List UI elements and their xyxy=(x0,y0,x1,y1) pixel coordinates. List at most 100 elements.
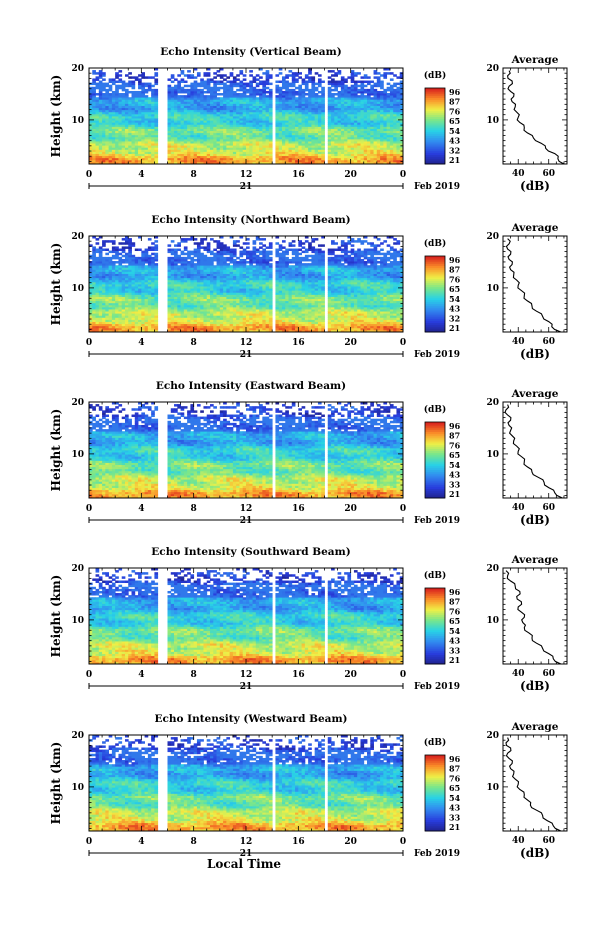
heatmap-cell xyxy=(134,256,139,260)
heatmap-cell xyxy=(174,124,178,127)
heatmap-cell xyxy=(357,72,361,75)
heatmap-cell xyxy=(115,155,119,159)
heatmap-cell xyxy=(128,149,132,152)
heatmap-cell xyxy=(308,88,312,92)
heatmap-cell xyxy=(144,149,149,152)
heatmap-cell xyxy=(232,155,237,159)
heatmap-cell xyxy=(216,109,221,113)
heatmap-cell xyxy=(242,93,247,96)
heatmap-cell xyxy=(180,157,185,161)
heatmap-cell xyxy=(193,134,198,138)
heatmap-cell xyxy=(115,103,119,106)
heatmap-cell xyxy=(232,116,237,119)
heatmap-cell xyxy=(128,122,132,125)
heatmap-cell xyxy=(170,76,175,79)
heatmap-cell xyxy=(187,130,191,134)
heatmap-cell xyxy=(138,157,142,161)
heatmap-cell xyxy=(177,151,181,154)
heatmap-cell xyxy=(226,116,231,119)
heatmap-cell xyxy=(95,82,100,86)
heatmap-cell xyxy=(174,126,178,129)
heatmap-cell xyxy=(183,105,188,109)
heatmap-cell xyxy=(95,157,100,161)
heatmap-cell xyxy=(223,105,227,109)
heatmap-cell xyxy=(102,132,106,136)
heatmap-cell xyxy=(177,118,181,121)
heatmap-cell xyxy=(144,122,149,125)
heatmap-cell xyxy=(223,143,227,146)
heatmap-cell xyxy=(138,128,142,132)
heatmap-cell xyxy=(154,149,159,152)
heatmap-cell xyxy=(219,68,224,71)
heatmap-cell xyxy=(183,138,188,142)
heatmap-cell xyxy=(118,151,123,154)
heatmap-cell xyxy=(219,159,224,163)
heatmap-cell xyxy=(98,109,103,113)
heatmap-cell xyxy=(190,143,195,146)
heatmap-cell xyxy=(128,147,132,150)
heatmap-cell xyxy=(236,145,240,148)
heatmap-cell xyxy=(170,120,175,123)
heatmap-cell xyxy=(239,145,244,148)
heatmap-cell xyxy=(223,138,227,142)
heatmap-cell xyxy=(98,126,103,129)
heatmap-cell xyxy=(196,111,201,115)
heatmap-cell xyxy=(216,86,221,90)
heatmap-cell xyxy=(226,128,231,132)
heatmap-cell xyxy=(223,132,227,136)
heatmap-cell xyxy=(236,138,240,142)
heatmap-cell xyxy=(131,107,136,111)
heatmap-cell xyxy=(229,159,234,163)
heatmap-cell xyxy=(219,155,224,159)
heatmap-cell xyxy=(265,90,270,94)
heatmap-cell xyxy=(108,109,113,113)
heatmap-cell xyxy=(226,145,231,148)
heatmap-cell xyxy=(213,159,217,163)
heatmap-cell xyxy=(174,90,178,94)
heatmap-cell xyxy=(141,86,145,90)
heatmap-cell xyxy=(180,155,185,159)
heatmap-cell xyxy=(216,99,221,102)
heatmap-cell xyxy=(121,95,126,98)
heatmap-cell xyxy=(121,141,126,144)
heatmap-cell xyxy=(249,111,253,115)
heatmap-cell xyxy=(102,84,106,88)
heatmap-cell xyxy=(242,122,247,125)
heatmap-cell xyxy=(239,84,244,88)
heatmap-cell xyxy=(128,101,132,104)
heatmap-cell xyxy=(118,97,123,100)
heatmap-cell xyxy=(121,99,126,102)
heatmap-cell xyxy=(124,136,129,140)
heatmap-cell xyxy=(138,90,142,94)
heatmap-cell xyxy=(193,101,198,104)
heatmap-cell xyxy=(255,78,260,81)
heatmap-cell xyxy=(118,105,123,109)
heatmap-cell xyxy=(344,78,348,81)
heatmap-cell xyxy=(128,238,132,241)
heatmap-cell xyxy=(102,120,106,123)
heatmap-cell xyxy=(229,120,234,123)
panel-title: Echo Intensity (Northward Beam) xyxy=(151,214,350,226)
heatmap-cell xyxy=(213,103,217,106)
heatmap-cell xyxy=(196,147,201,150)
heatmap-cell xyxy=(200,103,204,106)
heatmap-cell xyxy=(105,95,110,98)
heatmap-cell xyxy=(144,109,149,113)
heatmap-cell xyxy=(108,97,113,100)
heatmap-cell xyxy=(151,88,155,92)
heatmap-cell xyxy=(141,120,145,123)
colorbar-tick-label: 96 xyxy=(449,87,461,97)
heatmap-cell xyxy=(167,103,172,106)
heatmap-cell xyxy=(89,118,93,121)
heatmap-cell xyxy=(363,80,368,84)
heatmap-cell xyxy=(210,153,214,157)
heatmap-cell xyxy=(177,134,181,138)
heatmap-cell xyxy=(111,93,116,96)
heatmap-cell xyxy=(246,155,250,159)
heatmap-cell xyxy=(128,132,132,136)
heatmap-cell xyxy=(183,252,188,256)
heatmap-cell xyxy=(187,132,191,136)
heatmap-cell xyxy=(229,134,234,138)
heatmap-cell xyxy=(183,246,188,249)
heatmap-cell xyxy=(144,116,149,119)
